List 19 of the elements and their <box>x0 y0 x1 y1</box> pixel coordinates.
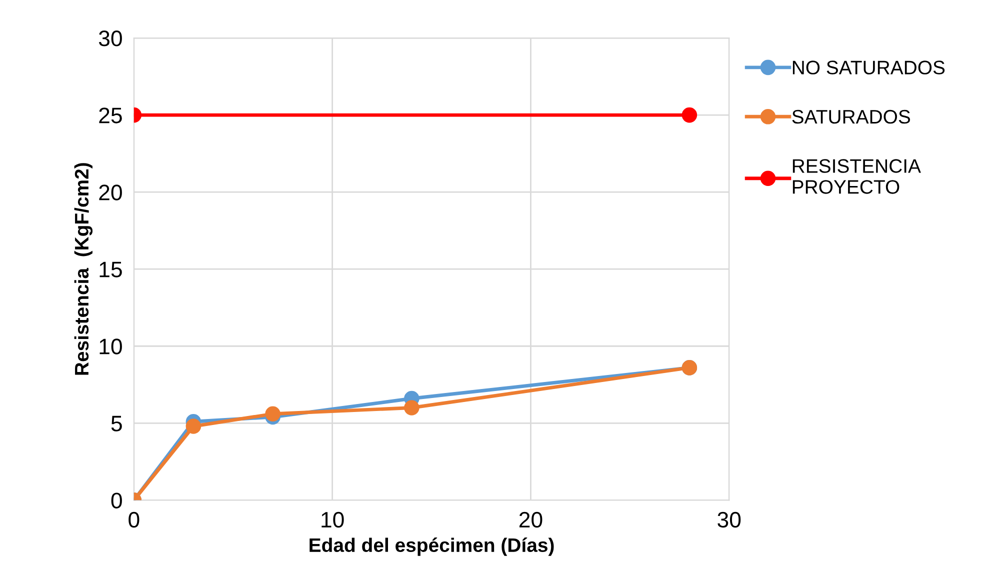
y-tick-label: 10 <box>100 338 122 354</box>
y-tick-label: 0 <box>111 492 122 508</box>
y-tick-label: 30 <box>98 30 122 46</box>
y-tick-label: 15 <box>100 262 122 278</box>
point <box>404 400 420 416</box>
x-tick-label: 0 <box>128 512 140 528</box>
legend-label: NO SATURADOS <box>792 60 945 74</box>
y-tick-label: 20 <box>99 184 122 200</box>
x-tick-label: 30 <box>718 512 741 528</box>
y-tick-label: 25 <box>99 108 122 124</box>
x-tick-label: 10 <box>322 512 344 528</box>
point <box>265 406 280 422</box>
y-axis-title: Resistencia (KgF/cm2) <box>74 163 93 375</box>
x-axis-title: Edad del espécimen (Días) <box>310 538 554 556</box>
y-tick-label: 5 <box>111 416 122 432</box>
x-tick-label: 20 <box>519 512 542 528</box>
point <box>186 418 202 434</box>
legend-label: SATURADOS <box>792 110 910 124</box>
legend-label: RESISTENCIA PROYECTO <box>792 159 921 194</box>
